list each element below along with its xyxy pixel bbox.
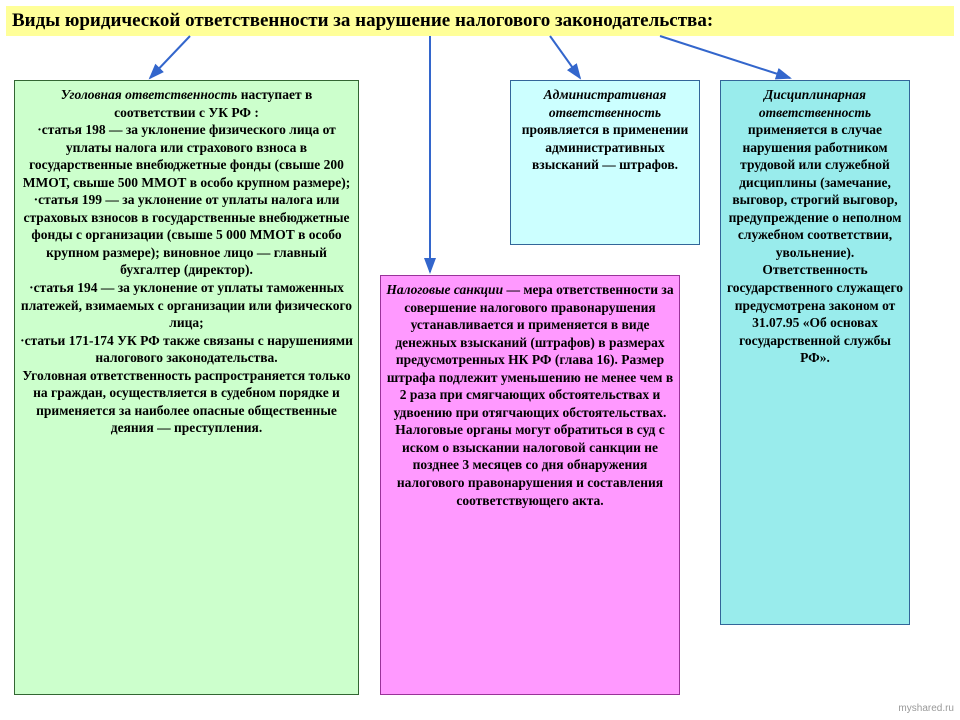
criminal-line-0: ·статья 198 — за уклонение физического л… — [19, 121, 354, 191]
criminal-line-3: ·статьи 171-174 УК РФ также связаны с на… — [19, 332, 354, 367]
criminal-line-4: Уголовная ответственность распространяет… — [19, 367, 354, 437]
sanctions-rest: — мера ответственности за совершение нал… — [387, 282, 674, 508]
disciplinary-title-italic: Дисциплинарная ответственность — [759, 87, 871, 120]
admin-title-italic: Административная ответственность — [544, 87, 667, 120]
criminal-heading: Уголовная ответственность наступает в со… — [19, 86, 354, 121]
page-title: Виды юридической ответственности за нару… — [6, 6, 954, 36]
criminal-title-italic: Уголовная ответственность — [61, 87, 238, 102]
tax-sanctions-box: Налоговые санкции — мера ответственности… — [380, 275, 680, 695]
criminal-line-1: ·статья 199 — за уклонение от уплаты нал… — [19, 191, 354, 279]
admin-rest: проявляется в применении административны… — [522, 122, 689, 172]
disciplinary-rest: применяется в случае нарушения работнико… — [727, 122, 903, 365]
sanctions-title-italic: Налоговые санкции — [386, 282, 503, 297]
criminal-line-2: ·статья 194 — за уклонение от уплаты там… — [19, 279, 354, 332]
criminal-liability-box: Уголовная ответственность наступает в со… — [14, 80, 359, 695]
administrative-liability-box: Административная ответственность проявля… — [510, 80, 700, 245]
watermark: myshared.ru — [898, 703, 954, 714]
disciplinary-liability-box: Дисциплинарная ответственность применяет… — [720, 80, 910, 625]
